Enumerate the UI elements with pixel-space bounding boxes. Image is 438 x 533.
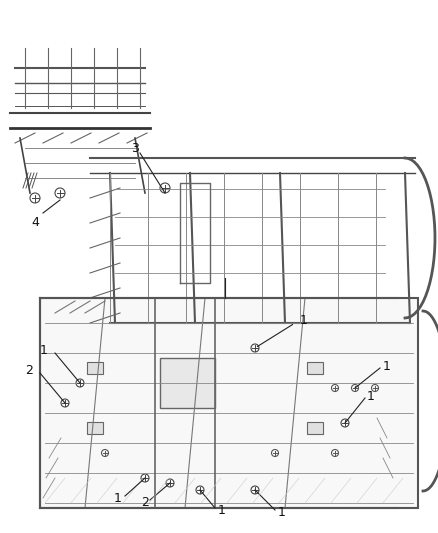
Text: 1: 1 [114,491,122,505]
Bar [87,362,103,374]
Text: 1: 1 [278,506,286,520]
Bar [160,358,215,408]
Bar [307,422,323,434]
Bar [87,422,103,434]
Text: 1: 1 [218,505,226,518]
Text: 2: 2 [141,497,149,510]
Text: 1: 1 [367,390,375,402]
Text: 1: 1 [300,313,308,327]
Text: 2: 2 [25,364,33,376]
Polygon shape [40,298,418,508]
Bar [307,362,323,374]
Text: 3: 3 [131,141,139,155]
Text: 1: 1 [383,359,391,373]
Text: 4: 4 [31,216,39,230]
Text: 1: 1 [40,343,48,357]
